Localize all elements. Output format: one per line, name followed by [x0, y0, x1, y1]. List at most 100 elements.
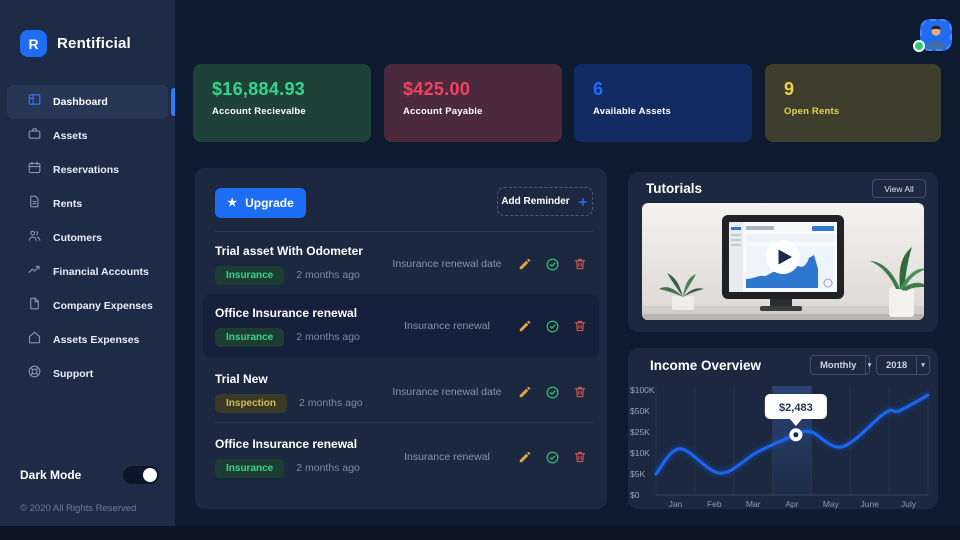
period-select-value: Monthly	[820, 359, 857, 371]
sidebar-item-reservations[interactable]: Reservations	[7, 153, 168, 187]
stat-card-account-payable: $425.00 Account Payable	[384, 64, 562, 142]
year-select-value: 2018	[886, 359, 908, 371]
stat-card-open-rents: 9 Open Rents	[765, 64, 941, 142]
delete-icon[interactable]	[573, 257, 587, 271]
brand-name: Rentificial	[57, 35, 131, 52]
reminder-time: 2 months ago	[296, 462, 360, 474]
income-overview-title: Income Overview	[650, 358, 762, 373]
sidebar-item-label: Company Expenses	[53, 300, 153, 312]
reminder-row: Trial asset With Odometer Insurance 2 mo…	[203, 236, 599, 292]
active-nav-indicator	[171, 88, 175, 116]
edit-icon[interactable]	[518, 385, 532, 399]
reminder-title: Trial asset With Odometer	[215, 243, 363, 258]
stat-label: Open Rents	[784, 106, 840, 117]
play-icon	[766, 240, 800, 274]
plus-icon	[577, 196, 589, 208]
reminder-description: Insurance renewal date	[392, 386, 502, 398]
stat-card-available-assets: 6 Available Assets	[574, 64, 752, 142]
delete-icon[interactable]	[573, 450, 587, 464]
delete-icon[interactable]	[573, 385, 587, 399]
sidebar-item-assets[interactable]: Assets	[7, 119, 168, 153]
svg-text:$0: $0	[630, 490, 640, 500]
file-icon	[27, 296, 42, 316]
reminder-title: Office Insurance renewal	[215, 305, 358, 320]
home-icon	[27, 330, 42, 350]
reminder-badge: Inspection	[215, 393, 288, 413]
sidebar-item-label: Reservations	[53, 164, 119, 176]
online-status-dot	[913, 40, 925, 52]
reminder-description: Insurance renewal date	[392, 258, 502, 270]
user-avatar[interactable]	[920, 19, 952, 51]
reminder-badge: Insurance	[215, 327, 285, 347]
svg-text:June: June	[860, 499, 879, 509]
sidebar-item-label: Cutomers	[53, 232, 103, 244]
reminder-time: 2 months ago	[299, 397, 363, 409]
chevron-down-icon: ▼	[865, 356, 873, 374]
svg-text:Apr: Apr	[785, 499, 798, 509]
sidebar-item-label: Assets Expenses	[53, 334, 140, 346]
edit-icon[interactable]	[518, 319, 532, 333]
tutorial-video-thumbnail[interactable]	[642, 203, 924, 320]
divider	[215, 231, 593, 232]
stat-value: 9	[784, 79, 795, 99]
svg-text:$2,483: $2,483	[779, 402, 813, 414]
view-all-button[interactable]: View All	[872, 179, 926, 198]
sidebar: R Rentificial Dashboard Assets Reservati…	[0, 0, 175, 526]
upgrade-label: Upgrade	[245, 196, 294, 210]
tutorials-title: Tutorials	[646, 181, 703, 196]
stat-label: Available Assets	[593, 106, 672, 117]
svg-text:Mar: Mar	[746, 499, 761, 509]
document-icon	[27, 194, 42, 214]
period-select[interactable]: Monthly ▼	[810, 355, 873, 375]
dashboard-icon	[27, 92, 42, 112]
sidebar-item-label: Rents	[53, 198, 83, 210]
reminder-row: Office Insurance renewal Insurance 2 mon…	[203, 294, 599, 358]
reminder-title: Trial New	[215, 371, 268, 386]
brand-logo: R Rentificial	[20, 30, 131, 57]
chevron-down-icon: ▼	[916, 356, 929, 374]
stat-label: Account Payable	[403, 106, 483, 117]
year-select[interactable]: 2018 ▼	[876, 355, 930, 375]
reminder-time: 2 months ago	[296, 331, 360, 343]
complete-icon[interactable]	[545, 385, 560, 400]
complete-icon[interactable]	[545, 319, 560, 334]
sidebar-item-customers[interactable]: Cutomers	[7, 221, 168, 255]
lifebuoy-icon	[27, 364, 42, 384]
delete-icon[interactable]	[573, 319, 587, 333]
svg-text:$25K: $25K	[630, 427, 650, 437]
stat-card-account-receivable: $16,884.93 Account Recievalbe	[193, 64, 371, 142]
sidebar-item-assets-expenses[interactable]: Assets Expenses	[7, 323, 168, 357]
reminder-row: Trial New Inspection 2 months ago Insura…	[203, 364, 599, 420]
calendar-icon	[27, 160, 42, 180]
edit-icon[interactable]	[518, 257, 532, 271]
complete-icon[interactable]	[545, 450, 560, 465]
stat-value: $16,884.93	[212, 79, 306, 99]
complete-icon[interactable]	[545, 257, 560, 272]
plant-left	[659, 273, 704, 310]
sidebar-item-rents[interactable]: Rents	[7, 187, 168, 221]
sidebar-item-label: Dashboard	[53, 96, 108, 108]
edit-icon[interactable]	[518, 450, 532, 464]
add-reminder-button[interactable]: Add Reminder	[497, 187, 593, 216]
income-line-chart: $0 $5K $10K $25K $50K $100K Jan Feb Mar Apr May Jun…	[630, 385, 930, 509]
sidebar-item-label: Financial Accounts	[53, 266, 149, 278]
svg-text:$50K: $50K	[630, 406, 650, 416]
users-icon	[27, 228, 42, 248]
stat-value: $425.00	[403, 79, 471, 99]
dark-mode-toggle[interactable]	[123, 466, 159, 484]
svg-text:Jan: Jan	[669, 499, 683, 509]
sidebar-item-dashboard[interactable]: Dashboard	[7, 85, 168, 119]
svg-text:Feb: Feb	[707, 499, 722, 509]
stat-value: 6	[593, 79, 604, 99]
logo-icon: R	[20, 30, 47, 57]
svg-text:July: July	[901, 499, 917, 509]
svg-text:$100K: $100K	[630, 385, 655, 395]
reminder-time: 2 months ago	[296, 269, 360, 281]
upgrade-button[interactable]: ★ Upgrade	[215, 188, 306, 218]
sidebar-nav: Dashboard Assets Reservations Rents Cuto…	[0, 85, 175, 391]
sidebar-item-support[interactable]: Support	[7, 357, 168, 391]
sidebar-item-financial-accounts[interactable]: Financial Accounts	[7, 255, 168, 289]
reminder-description: Insurance renewal	[404, 320, 490, 332]
sidebar-item-company-expenses[interactable]: Company Expenses	[7, 289, 168, 323]
reminder-row: Office Insurance renewal Insurance 2 mon…	[203, 428, 599, 486]
